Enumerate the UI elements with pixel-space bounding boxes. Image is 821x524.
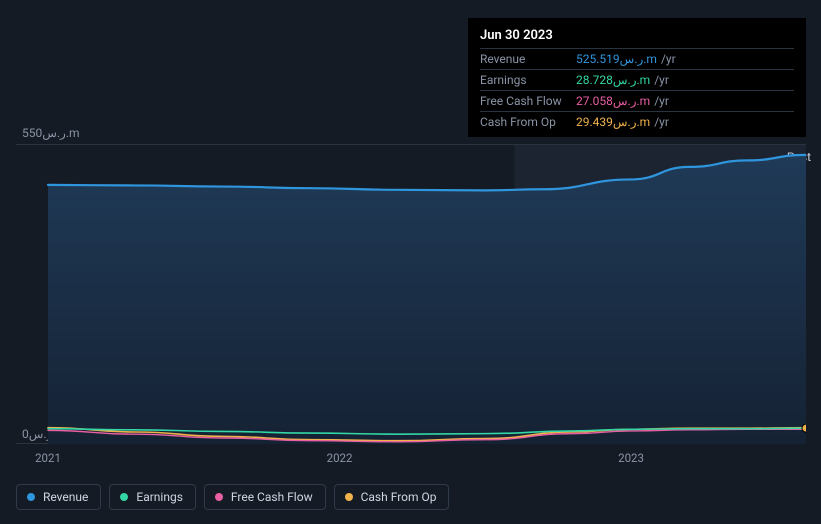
legend-item-earnings[interactable]: Earnings [109,484,196,510]
legend-dot-icon [215,493,223,501]
legend-dot-icon [27,493,35,501]
legend-label: Cash From Op [361,490,437,504]
tooltip-row: Cash From Op29.439ر.س.m/yr [480,112,794,129]
legend-label: Revenue [43,490,88,504]
x-tick: 2021 [35,451,61,465]
tooltip-value: 27.058ر.س.m/yr [576,94,669,108]
tooltip-date: Jun 30 2023 [480,26,794,49]
x-axis: 2021 2022 2023 [16,451,806,467]
x-tick: 2022 [327,451,353,465]
legend-item-revenue[interactable]: Revenue [16,484,101,510]
tooltip-label: Revenue [480,52,576,66]
chart-area[interactable] [16,144,806,444]
tooltip-row: Free Cash Flow27.058ر.س.m/yr [480,91,794,112]
tooltip-label: Cash From Op [480,115,576,129]
tooltip-label: Free Cash Flow [480,94,576,108]
legend-item-cash-from-op[interactable]: Cash From Op [334,484,450,510]
tooltip-label: Earnings [480,73,576,87]
tooltip-row: Earnings28.728ر.س.m/yr [480,70,794,91]
y-axis-label-top: 550ر.س.m [22,126,80,140]
legend-dot-icon [345,493,353,501]
legend-dot-icon [120,493,128,501]
x-tick: 2023 [618,451,644,465]
legend: Revenue Earnings Free Cash Flow Cash From O… [16,484,449,510]
tooltip-value: 29.439ر.س.m/yr [576,115,669,129]
legend-item-free-cash-flow[interactable]: Free Cash Flow [204,484,326,510]
legend-label: Earnings [136,490,183,504]
chart-tooltip: Jun 30 2023 Revenue525.519ر.س.m/yrEarnin… [468,18,806,137]
legend-label: Free Cash Flow [231,490,313,504]
tooltip-value: 28.728ر.س.m/yr [576,73,669,87]
chart-svg [16,144,806,444]
tooltip-row: Revenue525.519ر.س.m/yr [480,49,794,70]
tooltip-value: 525.519ر.س.m/yr [576,52,676,66]
